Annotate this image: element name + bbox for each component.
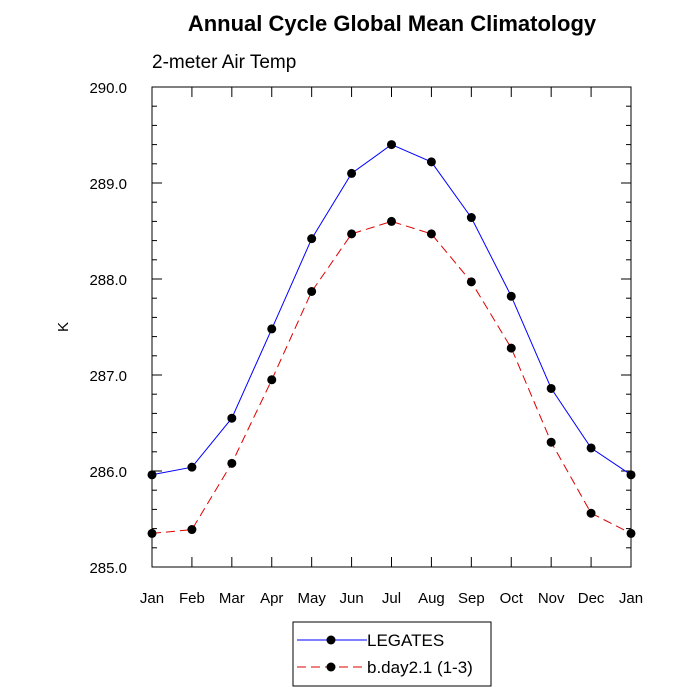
data-point <box>506 291 516 301</box>
data-point <box>586 508 596 518</box>
data-point <box>387 140 396 150</box>
legend-label: b.day2.1 (1-3) <box>367 658 473 677</box>
x-tick-label: Nov <box>538 590 565 607</box>
y-tick-label: 286.0 <box>89 464 127 481</box>
x-tick-label: Dec <box>578 590 605 607</box>
x-tick-label: Sep <box>458 590 485 607</box>
data-point <box>466 213 476 223</box>
series-line-1 <box>151 144 632 476</box>
data-point <box>187 525 197 535</box>
data-point <box>466 277 476 287</box>
plot-frame <box>151 86 632 568</box>
x-tick-label: Jun <box>339 590 363 607</box>
data-point <box>546 383 556 393</box>
y-tick-label: 289.0 <box>89 176 127 193</box>
axes: Jan Feb Mar Apr May Jun Jul Aug Sep Oct Nov Dec Jan 2… <box>89 80 643 607</box>
data-point <box>387 216 396 226</box>
legend: LEGATES b.day2.1 (1-3) <box>292 621 492 687</box>
x-tick-label: Jan <box>619 590 643 607</box>
data-point <box>307 234 317 244</box>
series-group <box>147 140 636 538</box>
y-tick-label: 288.0 <box>89 272 127 289</box>
data-point <box>426 157 436 167</box>
data-point <box>586 443 596 453</box>
legend-marker <box>326 635 336 645</box>
data-point <box>147 470 157 480</box>
chart-title: Annual Cycle Global Mean Climatology <box>188 11 597 36</box>
y-tick-label: 287.0 <box>89 368 127 385</box>
x-tick-label: May <box>297 590 326 607</box>
data-point <box>187 462 197 472</box>
x-tick-label: Apr <box>260 590 283 607</box>
data-point <box>227 458 237 468</box>
y-axis-label: K <box>55 322 72 332</box>
data-point <box>546 437 556 447</box>
x-tick-label: Jan <box>140 590 164 607</box>
y-tick-label: 290.0 <box>89 80 127 97</box>
data-point <box>147 528 157 538</box>
data-point <box>426 229 436 239</box>
x-tick-label: Mar <box>219 590 245 607</box>
legend-box <box>292 621 492 687</box>
x-tick-label: Jul <box>382 590 401 607</box>
data-point <box>506 343 516 353</box>
data-point <box>347 168 357 178</box>
legend-label: LEGATES <box>367 631 444 650</box>
x-tick-label: Oct <box>500 590 524 607</box>
chart-subtitle: 2-meter Air Temp <box>152 52 296 73</box>
legend-marker <box>326 662 336 672</box>
data-point <box>626 470 636 480</box>
series-line-2 <box>151 220 632 534</box>
data-point <box>267 324 277 334</box>
data-point <box>347 229 357 239</box>
x-tick-label: Aug <box>418 590 445 607</box>
data-point <box>307 286 317 296</box>
x-tick-label: Feb <box>179 590 205 607</box>
data-point <box>227 413 237 423</box>
data-point <box>626 528 636 538</box>
y-tick-label: 285.0 <box>89 560 127 577</box>
data-point <box>267 375 277 385</box>
